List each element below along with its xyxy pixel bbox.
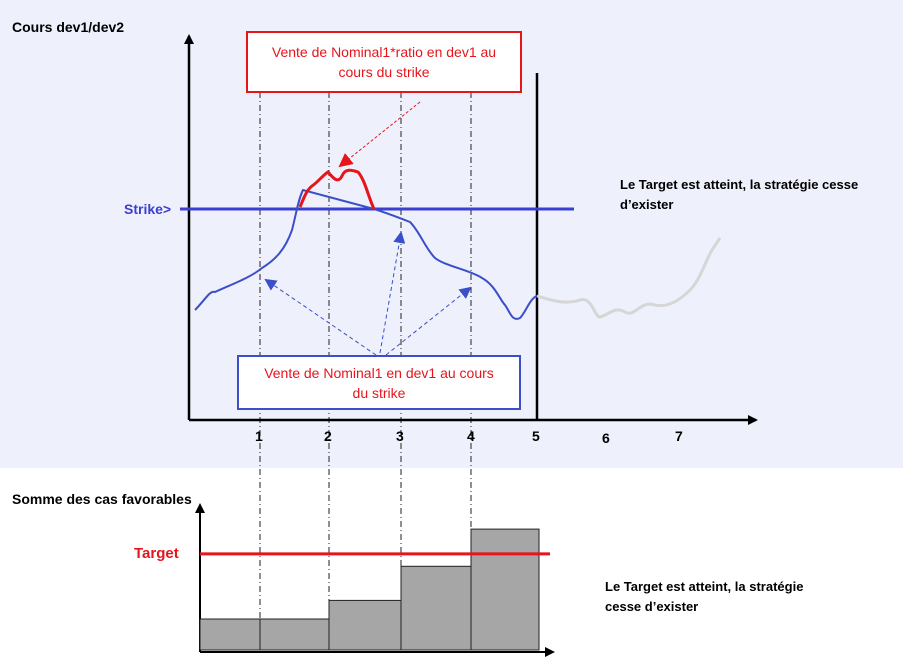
x-tick-3: 3 [396, 428, 404, 444]
strike-label: Strike> [124, 201, 172, 217]
x-tick-1: 1 [255, 428, 263, 444]
bar-5 [470, 528, 540, 651]
bottom-chart-title: Somme des cas favorables [12, 491, 192, 507]
target-label: Target [134, 545, 179, 562]
x-tick-2: 2 [324, 428, 332, 444]
blue-callout-box: Vente de Nominal1 en dev1 au cours du st… [237, 355, 521, 410]
blue-arrow-3 [379, 231, 406, 354]
price-path [194, 188, 538, 320]
period-guides [259, 92, 472, 652]
x-tick-5: 5 [532, 428, 540, 444]
blue-arrow-1 [264, 278, 377, 356]
red-callout-box: Vente de Nominal1*ratio en dev1 au cours… [246, 31, 522, 93]
bottom-bars [199, 528, 540, 651]
faded-price-path [536, 237, 722, 319]
y-axis-title: Cours dev1/dev2 [12, 19, 125, 35]
bar-1 [199, 618, 261, 651]
x-tick-4: 4 [467, 428, 475, 444]
bottom-note: Le Target est atteint, la stratégie cess… [605, 579, 804, 614]
blue-callout-arrows [264, 231, 472, 356]
bar-4 [400, 565, 472, 651]
bar-2 [259, 618, 330, 651]
price-above-strike [298, 168, 376, 210]
bar-3 [328, 599, 402, 651]
red-callout-arrow [338, 101, 421, 168]
top-note: Le Target est atteint, la stratégie cess… [620, 177, 859, 212]
x-tick-6: 6 [602, 430, 610, 446]
blue-arrow-4 [385, 286, 472, 356]
x-tick-7: 7 [675, 428, 683, 444]
